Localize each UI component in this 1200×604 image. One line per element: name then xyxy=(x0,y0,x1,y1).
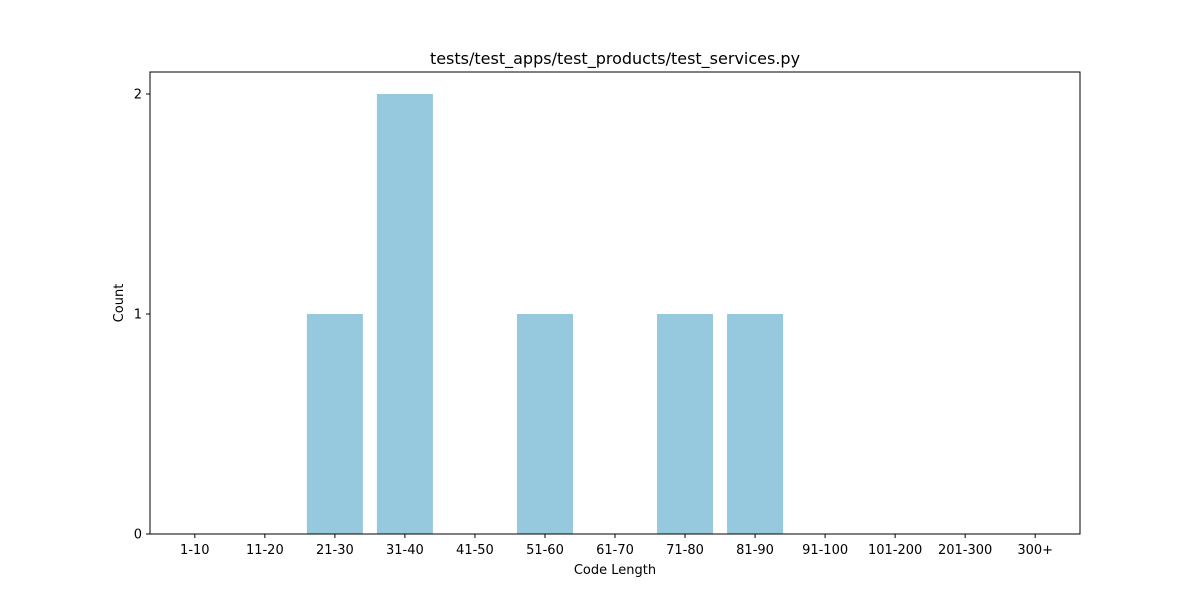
bar-51-60 xyxy=(516,314,573,534)
x-tick-label: 300+ xyxy=(1017,543,1053,558)
y-axis-label: Count xyxy=(112,284,127,323)
y-tick-label: 2 xyxy=(134,88,142,103)
x-tick-label: 71-80 xyxy=(666,543,704,558)
bars-layer xyxy=(306,94,784,534)
x-tick-label: 51-60 xyxy=(526,543,564,558)
y-tick-label: 1 xyxy=(134,308,142,323)
x-tick-label: 41-50 xyxy=(456,543,494,558)
y-tick-label: 0 xyxy=(134,528,142,543)
x-tick-label: 81-90 xyxy=(736,543,774,558)
y-axis: 0 1 2 xyxy=(134,88,150,543)
bar-81-90 xyxy=(727,314,784,534)
chart-title: tests/test_apps/test_products/test_servi… xyxy=(430,49,800,69)
bar-71-80 xyxy=(657,314,714,534)
x-tick-label: 101-200 xyxy=(868,543,922,558)
x-tick-label: 201-300 xyxy=(938,543,992,558)
x-tick-label: 61-70 xyxy=(596,543,634,558)
x-tick-label: 1-10 xyxy=(180,543,210,558)
x-tick-label: 21-30 xyxy=(316,543,354,558)
x-axis-label: Code Length xyxy=(574,563,656,578)
plot-frame xyxy=(149,71,1081,535)
x-tick-label: 91-100 xyxy=(802,543,848,558)
bar-21-30 xyxy=(306,314,363,534)
x-tick-label: 31-40 xyxy=(386,543,424,558)
bar-31-40 xyxy=(376,94,433,534)
x-axis: 1-10 11-20 21-30 31-40 41-50 51-60 61-70 71-80 8… xyxy=(180,534,1053,558)
x-tick-label: 11-20 xyxy=(246,543,284,558)
